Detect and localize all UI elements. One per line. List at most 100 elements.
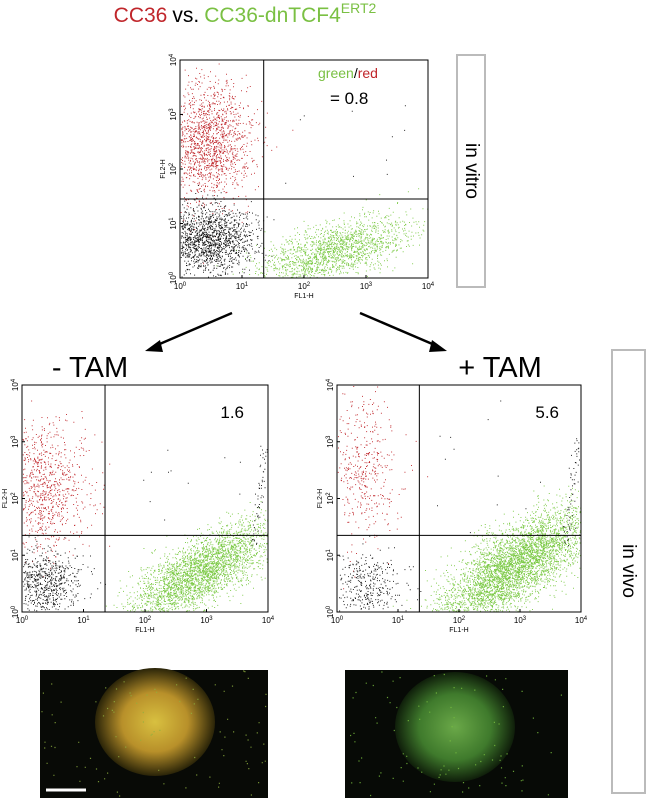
title-construct: CC36-dnTCF4 — [204, 4, 341, 27]
ratio-slash: / — [354, 65, 358, 81]
event-cloud — [339, 535, 422, 612]
condition-label: - TAM — [52, 352, 128, 384]
x-tick-label: 103 — [360, 282, 373, 291]
tick-base: 10 — [326, 495, 335, 504]
y-tick-label: 104 — [326, 378, 335, 391]
y-tick-label: 103 — [11, 435, 20, 448]
ratio-red: red — [358, 65, 378, 81]
tick-exponent: 0 — [326, 605, 332, 609]
y-tick-label: 101 — [326, 548, 335, 561]
ratio-label: green/red — [318, 65, 378, 81]
speckles — [41, 670, 267, 797]
y-tick-label: 100 — [326, 605, 335, 618]
event-cloud — [392, 485, 582, 612]
tick-base: 10 — [200, 616, 209, 625]
figure-title: CC36 vs. CC36-dnTCF4ERT2 — [114, 0, 377, 27]
tick-exponent: 1 — [169, 217, 175, 221]
x-tick-label: 100 — [16, 616, 29, 625]
x-tick-label: 104 — [262, 616, 275, 625]
tick-base: 10 — [77, 616, 86, 625]
x-tick-label: 100 — [174, 282, 187, 291]
x-tick-label: 101 — [77, 616, 90, 625]
tick-base: 10 — [326, 382, 335, 391]
x-tick-label: 101 — [236, 282, 249, 291]
tick-exponent: 2 — [462, 616, 466, 622]
x-tick-label: 104 — [422, 282, 435, 291]
tick-exponent: 0 — [183, 282, 187, 288]
tick-exponent: 2 — [11, 492, 17, 496]
tick-exponent: 1 — [86, 616, 90, 622]
tick-base: 10 — [11, 495, 20, 504]
ratio-value: = 0.8 — [330, 89, 368, 108]
event-cloud — [105, 501, 269, 612]
title-control: CC36 — [114, 4, 168, 27]
tick-exponent: 4 — [11, 378, 17, 382]
condition-label: + TAM — [458, 352, 542, 384]
tick-base: 10 — [236, 282, 245, 291]
tick-exponent: 3 — [326, 435, 332, 439]
event-cloud — [251, 445, 268, 546]
arrow — [154, 311, 233, 348]
tick-base: 10 — [326, 552, 335, 561]
y-tick-label: 102 — [326, 492, 335, 505]
tick-base: 10 — [169, 220, 178, 229]
tick-base: 10 — [11, 552, 20, 561]
tick-exponent: 2 — [148, 616, 152, 622]
y-tick-label: 101 — [11, 548, 20, 561]
tumor — [395, 672, 515, 782]
tick-exponent: 0 — [25, 616, 29, 622]
tick-base: 10 — [139, 616, 148, 625]
tick-base: 10 — [392, 616, 401, 625]
side-label: in vivo — [618, 544, 639, 598]
y-axis-label: FL2-H — [317, 489, 324, 508]
tick-exponent: 0 — [11, 605, 17, 609]
event-cloud — [180, 185, 275, 278]
event-cloud — [285, 105, 406, 184]
tick-base: 10 — [11, 438, 20, 447]
y-tick-label: 101 — [169, 217, 178, 230]
x-axis-label: FL1-H — [294, 293, 313, 300]
tick-exponent: 2 — [326, 492, 332, 496]
event-cloud — [437, 400, 570, 534]
y-tick-label: 102 — [169, 162, 178, 175]
x-tick-label: 104 — [575, 616, 588, 625]
side-label: in vitro — [461, 143, 482, 199]
x-tick-label: 102 — [139, 616, 152, 625]
title-versus: vs. — [172, 4, 199, 27]
tick-base: 10 — [16, 616, 25, 625]
tick-base: 10 — [514, 616, 523, 625]
tick-base: 10 — [422, 282, 431, 291]
tick-base: 10 — [174, 282, 183, 291]
tick-exponent: 1 — [245, 282, 249, 288]
tick-base: 10 — [169, 111, 178, 120]
arrow-head — [145, 340, 163, 352]
tick-exponent: 4 — [271, 616, 275, 622]
event-cloud — [563, 438, 580, 547]
tick-exponent: 1 — [11, 548, 17, 552]
ratio-green: green — [318, 65, 354, 81]
tumor — [95, 668, 215, 776]
event-cloud — [22, 529, 106, 612]
speckles — [350, 671, 562, 797]
tick-exponent: 0 — [340, 616, 344, 622]
x-tick-label: 102 — [298, 282, 311, 291]
y-tick-label: 102 — [11, 492, 20, 505]
tick-exponent: 4 — [169, 53, 175, 57]
tick-base: 10 — [169, 166, 178, 175]
tick-base: 10 — [326, 438, 335, 447]
tick-exponent: 3 — [169, 108, 175, 112]
tick-exponent: 3 — [523, 616, 527, 622]
event-cloud — [216, 188, 429, 278]
y-tick-label: 100 — [11, 605, 20, 618]
y-tick-label: 104 — [169, 53, 178, 66]
tick-base: 10 — [331, 616, 340, 625]
y-tick-label: 104 — [11, 378, 20, 391]
event-cloud — [143, 449, 241, 521]
x-tick-label: 103 — [200, 616, 213, 625]
x-tick-label: 101 — [392, 616, 405, 625]
y-tick-label: 103 — [326, 435, 335, 448]
title-superscript: ERT2 — [341, 0, 377, 16]
event-cloud — [22, 400, 111, 578]
x-axis-label: FL1-H — [135, 627, 154, 634]
